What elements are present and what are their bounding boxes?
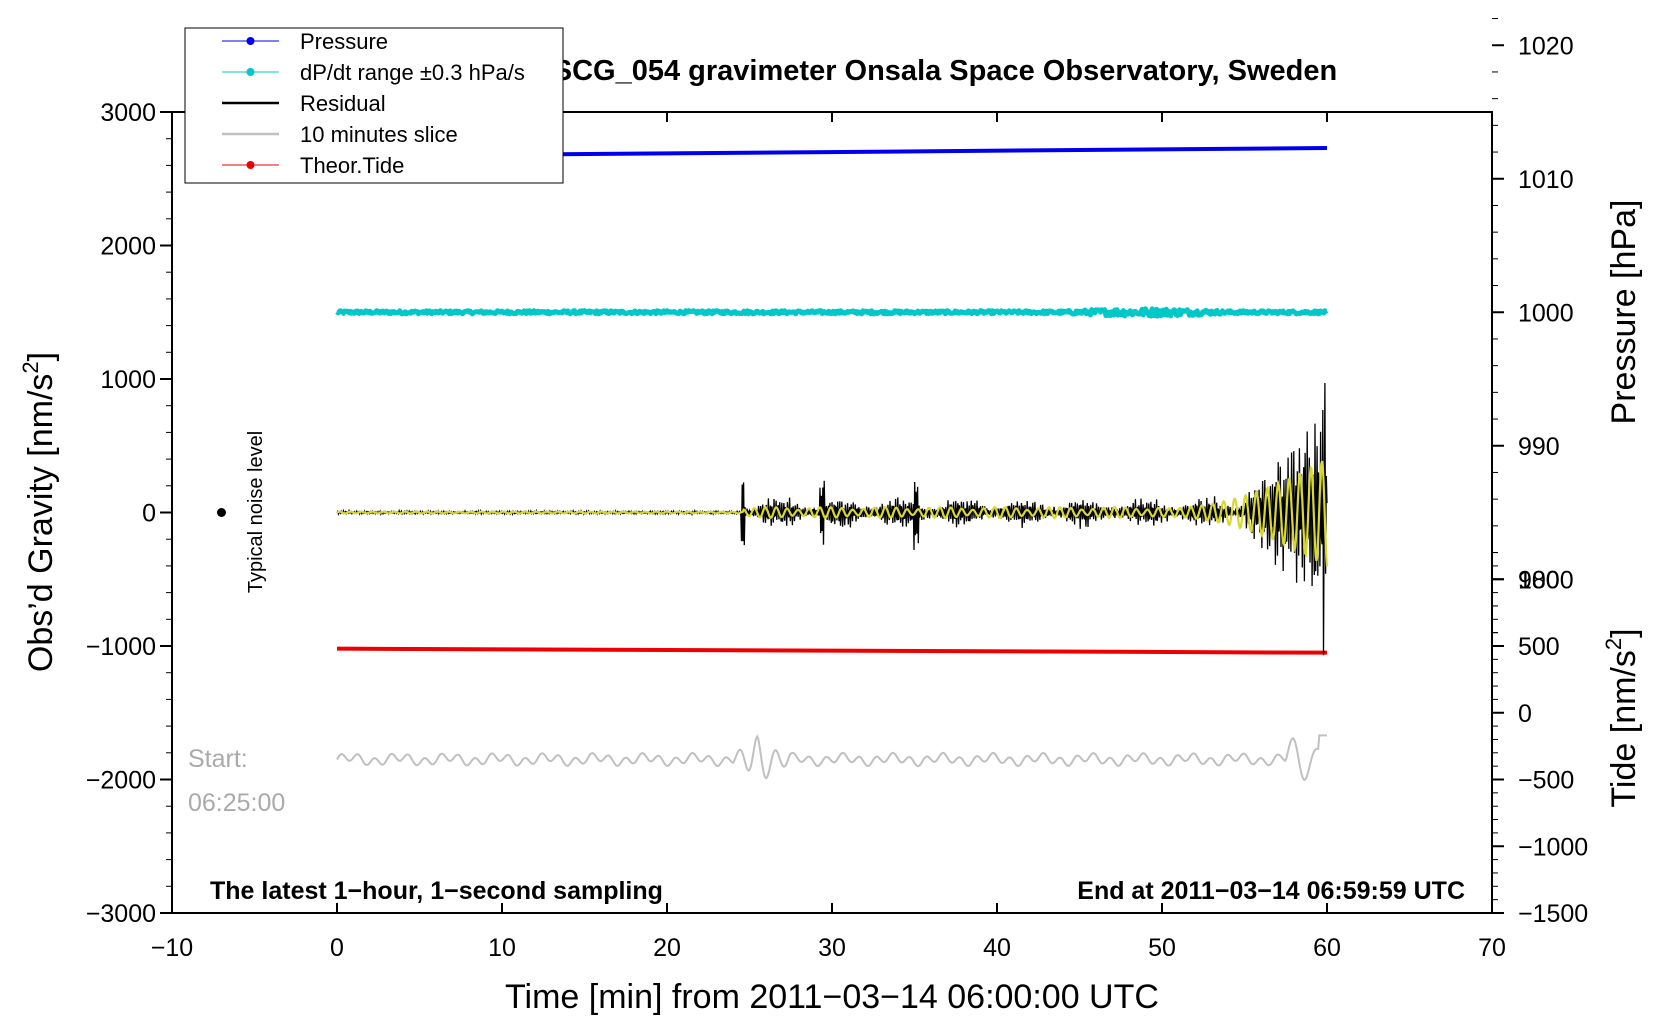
x-tick-label: 0 [330, 934, 344, 962]
series-residual [336, 382, 1328, 656]
legend-label: Residual [300, 91, 386, 116]
y-tick-label: −2000 [86, 767, 156, 795]
start-time: 06:25:00 [188, 789, 285, 817]
tide-tick-label: −1000 [1518, 833, 1588, 861]
x-tick-label: −10 [151, 934, 193, 962]
legend-marker [246, 37, 255, 45]
series-10-minutes-slice [336, 734, 1327, 781]
chart-title: SCG_054 gravimeter Onsala Space Observat… [553, 55, 1337, 87]
tide-axis-label-superscript: 2 [1601, 638, 1626, 650]
x-tick-label: 40 [983, 934, 1011, 962]
tide-tick-label: 1000 [1518, 566, 1574, 594]
legend-label: Pressure [300, 29, 388, 54]
x-tick-label: 60 [1313, 934, 1341, 962]
x-tick-label: 20 [653, 934, 681, 962]
x-tick-label: 50 [1148, 934, 1176, 962]
tide-axis-ticks: −1500 −1000 −500 0 500 1000 [1492, 552, 1588, 928]
legend-items: Pressure dP/dt range ±0.3 hPa/s Residual 10… [222, 29, 525, 178]
start-label: Start: [188, 745, 248, 773]
residual-line [336, 382, 1328, 656]
legend-marker [246, 68, 255, 76]
slice-line [336, 734, 1327, 781]
legend-label: dP/dt range ±0.3 hPa/s [300, 60, 525, 85]
x-tick-label: 70 [1478, 934, 1506, 962]
y-axis-label-main: Obs’d Gravity [nm/s [22, 374, 60, 673]
bottom-right-annotation: End at 2011−03−14 06:59:59 UTC [1077, 877, 1465, 905]
tide-tick-label: −500 [1518, 767, 1574, 795]
x-tick-label: 10 [488, 934, 516, 962]
y-tick-label: 3000 [100, 99, 156, 127]
tide-axis-label: Tide [nm/s2] [1601, 628, 1643, 807]
legend-marker [246, 161, 255, 169]
dpdt-band [335, 306, 1329, 319]
legend-label: 10 minutes slice [300, 122, 458, 147]
noise-level-label: Typical noise level [245, 431, 267, 593]
y-tick-label: 1000 [100, 366, 156, 394]
pressure-axis-ticks: 9809901000101010201030 [1492, 18, 1574, 634]
bottom-left-annotation: The latest 1−hour, 1−second sampling [210, 877, 663, 905]
y-axis-label-superscript: 2 [18, 361, 43, 373]
tide-tick-label: 500 [1518, 633, 1560, 661]
y-axis-ticks: −3000 −2000 −1000 0 1000 2000 3000 [86, 99, 172, 928]
noise-level-point [217, 508, 226, 517]
legend: Pressure dP/dt range ±0.3 hPa/s Residual 10… [184, 27, 564, 184]
tide-line [336, 646, 1328, 655]
x-axis-ticks: −10 0 10 20 30 40 50 60 70 [151, 112, 1506, 962]
pressure-tick-label: 1000 [1518, 299, 1574, 327]
legend-box [184, 27, 564, 184]
tide-tick-label: −1500 [1518, 900, 1588, 928]
y-axis-label-close: ] [22, 352, 60, 361]
tide-axis-label-close: ] [1605, 628, 1643, 637]
y-axis-label: Obs’d Gravity [nm/s2] [18, 352, 60, 672]
series-dpdt-range [335, 306, 1329, 319]
legend-label: Theor.Tide [300, 153, 404, 178]
noise-level-marker [217, 508, 226, 517]
y-tick-label: −3000 [86, 900, 156, 928]
y-tick-label: 0 [142, 500, 156, 528]
x-tick-label: 30 [818, 934, 846, 962]
pressure-tick-label: 1020 [1518, 32, 1574, 60]
x-axis-label: Time [min] from 2011−03−14 06:00:00 UTC [505, 978, 1159, 1016]
pressure-tick-label: 990 [1518, 433, 1560, 461]
pressure-tick-label: 980 [1518, 566, 1560, 594]
tide-tick-label: 0 [1518, 700, 1532, 728]
series-filtered-residual [336, 460, 1329, 567]
filtered-residual-line [336, 460, 1329, 567]
pressure-tick-label: 1010 [1518, 166, 1574, 194]
tide-axis-label-main: Tide [nm/s [1605, 650, 1643, 807]
series-theor-tide [336, 646, 1328, 655]
y-tick-label: 2000 [100, 233, 156, 261]
pressure-axis-label: Pressure [hPa] [1605, 200, 1643, 425]
y-tick-label: −1000 [86, 633, 156, 661]
